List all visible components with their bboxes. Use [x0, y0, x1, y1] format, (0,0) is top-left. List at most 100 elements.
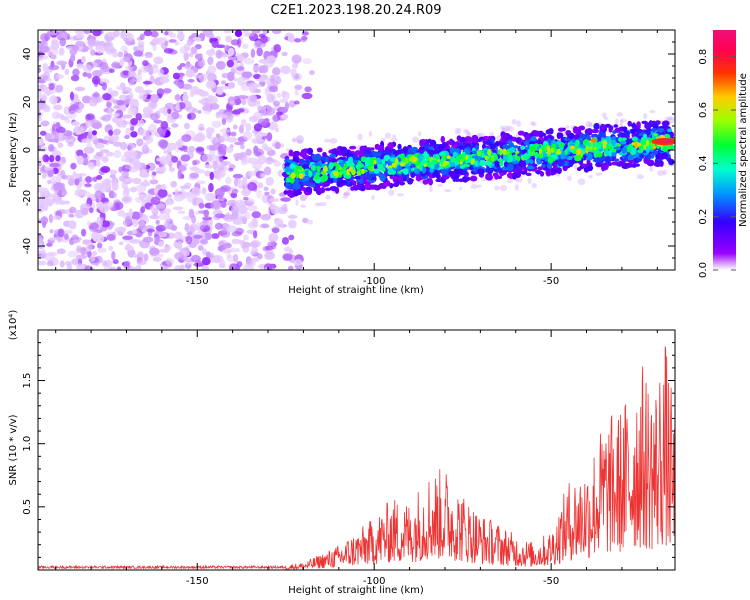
- spectrogram-noise-cell: [178, 102, 186, 110]
- spectrogram-noise-cell: [429, 185, 433, 193]
- spectrogram-noise-cell: [143, 193, 154, 199]
- spectrogram-noise-cell: [247, 182, 257, 191]
- spectrogram-noise-cell: [184, 122, 190, 130]
- spectrogram-signal-cell: [641, 120, 648, 125]
- spectrogram-signal-cell: [444, 161, 450, 166]
- spectrogram-noise-cell: [577, 178, 586, 186]
- spectrogram-noise-cell: [211, 120, 222, 128]
- spectrogram-signal-cell: [319, 187, 326, 194]
- snr-y-tick-label: 1.0: [22, 436, 33, 452]
- spectrogram-signal-cell: [568, 132, 575, 140]
- spectrogram-noise-cell: [128, 76, 135, 87]
- spectrogram-noise-cell: [270, 205, 281, 215]
- spectrogram-signal-cell: [315, 172, 320, 180]
- spectrogram-noise-cell: [223, 133, 230, 142]
- spectrogram-noise-cell: [154, 236, 161, 244]
- spectrogram-signal-cell: [428, 178, 434, 186]
- spectrogram-signal-cell: [529, 145, 534, 153]
- spectrogram-noise-cell: [207, 56, 214, 66]
- spectrogram-signal-cell: [497, 158, 504, 163]
- spectrogram-noise-cell: [56, 248, 66, 255]
- spectrogram-noise-cell: [100, 165, 111, 173]
- spectrogram-noise-cell: [109, 173, 116, 179]
- spectrogram-noise-cell: [162, 88, 172, 94]
- spectrogram-noise-cell: [101, 82, 108, 91]
- spectrogram-noise-cell: [48, 154, 55, 163]
- spectrogram-noise-cell: [75, 40, 85, 47]
- spectrogram-signal-cell: [526, 165, 535, 170]
- spectrogram-noise-cell: [123, 260, 130, 269]
- spectrogram-signal-cell: [630, 123, 637, 128]
- spectrogram-noise-cell: [243, 196, 249, 201]
- spectrogram-noise-cell: [127, 70, 136, 78]
- spectrogram-noise-cell: [171, 155, 179, 163]
- spectrogram-signal-cell: [392, 182, 400, 188]
- spectrogram-noise-cell: [148, 123, 158, 133]
- spectrogram-signal-cell: [618, 137, 623, 143]
- spectrogram-noise-cell: [81, 228, 87, 237]
- spectrogram-noise-cell: [56, 173, 62, 183]
- spectrogram-panel: -150 -100 -50 -40 -20 0 20 40 Height of straigh…: [8, 29, 676, 296]
- spectrogram-noise-cell: [188, 52, 194, 58]
- spectrogram-signal-cell: [602, 144, 607, 149]
- spectrogram-noise-cell: [63, 229, 73, 235]
- spectrogram-noise-cell: [237, 213, 244, 220]
- spectrogram-noise-cell: [72, 170, 77, 180]
- spectrogram-signal-cell: [611, 136, 617, 140]
- spectrogram-noise-cell: [74, 178, 80, 186]
- spectrogram-noise-cell: [234, 141, 245, 146]
- spectrogram-noise-cell: [230, 205, 239, 215]
- spectrogram-x-tick-label: -100: [363, 276, 386, 287]
- spectrogram-noise-cell: [198, 210, 209, 214]
- spectrogram-signal-cell: [615, 143, 622, 147]
- spectrogram-noise-cell: [227, 82, 234, 90]
- spectrogram-signal-cell: [435, 154, 440, 160]
- spectrogram-signal-cell: [358, 150, 366, 157]
- spectrogram-signal-cell: [579, 133, 587, 140]
- spectrogram-noise-cell: [236, 55, 245, 62]
- spectrogram-noise-cell: [74, 86, 86, 92]
- spectrogram-signal-cell: [617, 133, 623, 138]
- spectrogram-signal-cell: [452, 151, 458, 158]
- spectrogram-noise-cell: [62, 130, 73, 137]
- spectrogram-noise-cell: [87, 244, 93, 250]
- spectrogram-noise-cell: [201, 265, 209, 270]
- spectrogram-signal-cell: [363, 165, 368, 169]
- spectrogram-noise-cell: [489, 131, 494, 137]
- spectrogram-signal-cell: [391, 162, 397, 168]
- spectrogram-noise-cell: [463, 128, 469, 134]
- spectrogram-signal-cell: [520, 145, 526, 150]
- spectrogram-signal-cell: [403, 157, 409, 165]
- spectrogram-signal-cell: [373, 185, 381, 191]
- spectrogram-signal-cell: [538, 148, 543, 154]
- spectrogram-signal-cell: [627, 139, 633, 144]
- spectrogram-signal-cell: [485, 167, 494, 172]
- spectrogram-signal-cell: [604, 156, 612, 164]
- spectrogram-noise-cell: [142, 236, 154, 243]
- spectrogram-noise-cell: [149, 215, 160, 220]
- spectrogram-noise-cell: [96, 70, 105, 75]
- spectrogram-noise-cell: [174, 188, 179, 198]
- spectrogram-noise-cell: [156, 203, 166, 210]
- spectrogram-noise-cell: [207, 94, 214, 105]
- spectrogram-noise-cell: [245, 148, 252, 156]
- spectrogram-noise-cell: [273, 44, 282, 53]
- spectrogram-signal-cell: [615, 162, 624, 167]
- spectrogram-signal-cell: [530, 135, 537, 142]
- spectrogram-noise-cell: [342, 192, 348, 200]
- spectrogram-noise-cell: [94, 143, 105, 149]
- spectrogram-signal-cell: [306, 147, 314, 155]
- spectrogram-noise-cell: [251, 137, 263, 143]
- snr-y-tick-label: 1.5: [22, 373, 33, 389]
- spectrogram-noise-cell: [226, 225, 237, 232]
- spectrogram-noise-cell: [266, 132, 273, 142]
- spectrogram-noise-cell: [157, 68, 165, 76]
- spectrogram-noise-cell: [235, 66, 245, 71]
- spectrogram-signal-cell: [379, 172, 384, 178]
- spectrogram-noise-cell: [297, 139, 303, 144]
- spectrogram-noise-cell: [121, 196, 132, 203]
- spectrogram-noise-cell: [268, 121, 278, 131]
- spectrogram-noise-cell: [46, 242, 53, 247]
- spectrogram-noise-cell: [188, 208, 195, 219]
- spectrogram-noise-cell: [288, 265, 294, 270]
